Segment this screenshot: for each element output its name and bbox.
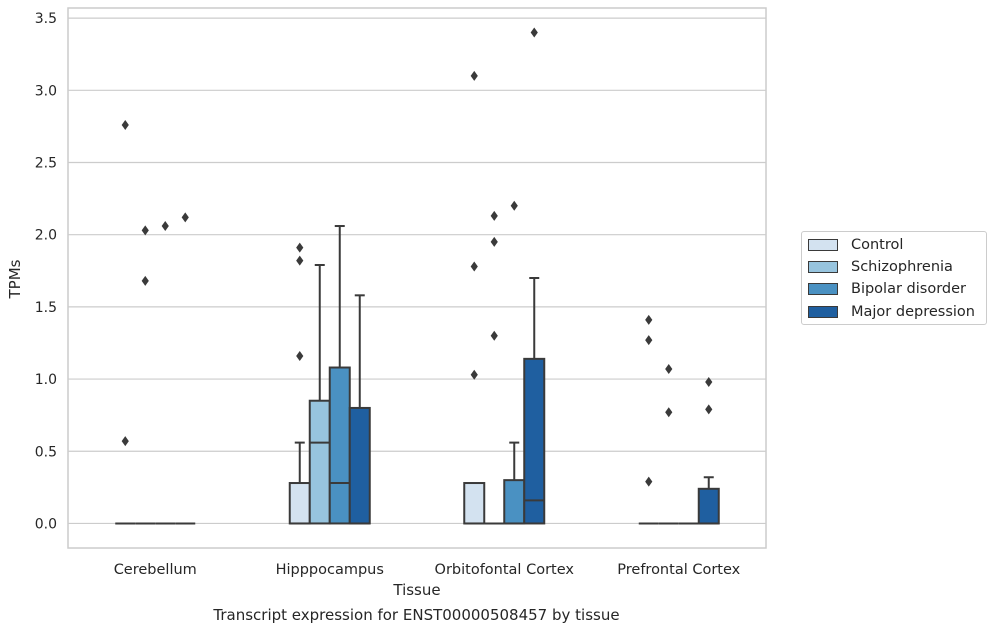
- y-axis-label: TPMs: [6, 259, 24, 299]
- box-control-prefrontal-cortex: [638, 314, 659, 525]
- y-tick-label: 2.5: [35, 155, 57, 171]
- box-body: [697, 487, 720, 525]
- box-control-hipppocampus: [288, 242, 311, 525]
- box-control-cerebellum: [115, 119, 136, 525]
- x-axis-label: Tissue: [392, 581, 440, 599]
- outlier-point: [645, 314, 653, 325]
- box-body: [328, 366, 351, 525]
- box-body: [348, 406, 371, 525]
- legend-swatch-major-depression: [808, 306, 838, 318]
- y-tick-label: 1.0: [35, 372, 57, 388]
- legend: Control Schizophrenia Bipolar disorder M…: [801, 231, 987, 325]
- outlier-point: [490, 330, 498, 341]
- x-tick-label: Hipppocampus: [276, 562, 384, 578]
- box-body: [463, 482, 486, 525]
- outlier-point: [296, 242, 304, 253]
- legend-item-schizophrenia: Schizophrenia: [808, 257, 953, 277]
- outlier-point: [470, 261, 478, 272]
- y-tick-label: 3.0: [35, 83, 57, 99]
- outlier-point: [705, 376, 713, 387]
- axes: 0.0 0.5 1.0 1.5 2.0 2.5 3.0 3.5 Cerebellum Hipppo…: [35, 7, 767, 578]
- outlier-point: [665, 363, 673, 374]
- y-tick-label: 1.5: [35, 300, 57, 316]
- x-tick-label: Orbitofontal Cortex: [435, 562, 575, 578]
- outlier-point: [490, 236, 498, 247]
- outlier-point: [645, 335, 653, 346]
- boxplot-series: [115, 27, 720, 525]
- box-major-depression-cerebellum: [175, 212, 196, 525]
- legend-item-bipolar-disorder: Bipolar disorder: [808, 279, 966, 299]
- outlier-point: [470, 70, 478, 81]
- legend-label-bipolar-disorder: Bipolar disorder: [851, 281, 966, 297]
- outlier-point: [296, 255, 304, 266]
- outlier-point: [490, 210, 498, 221]
- box-body: [523, 357, 546, 525]
- box-major-depression-hipppocampus: [348, 294, 371, 525]
- outlier-point: [141, 225, 149, 236]
- box-control-orbitofontal-cortex: [463, 70, 486, 525]
- box-bipolar-disorder-cerebellum: [155, 221, 176, 525]
- legend-item-major-depression: Major depression: [808, 302, 975, 322]
- legend-item-control: Control: [808, 235, 903, 255]
- y-tick-label: 2.0: [35, 228, 57, 244]
- legend-label-control: Control: [851, 237, 904, 253]
- figure-caption: Transcript expression for ENST0000050845…: [213, 606, 620, 624]
- outlier-point: [296, 350, 304, 361]
- legend-swatch-control: [808, 239, 838, 251]
- y-tick-label: 0.0: [35, 516, 57, 532]
- plot-frame: [67, 7, 767, 549]
- box-bipolar-disorder-orbitofontal-cortex: [503, 200, 526, 525]
- x-tick-label: Prefrontal Cortex: [617, 562, 740, 578]
- gridlines: [68, 17, 766, 525]
- box-schizophrenia-prefrontal-cortex: [658, 363, 679, 525]
- box-body: [308, 399, 331, 525]
- box-schizophrenia-orbitofontal-cortex: [484, 210, 505, 525]
- outlier-point: [665, 407, 673, 418]
- box-body: [503, 479, 526, 525]
- box-body: [288, 482, 311, 525]
- outlier-point: [121, 119, 129, 130]
- legend-label-major-depression: Major depression: [851, 304, 975, 320]
- outlier-point: [530, 27, 538, 38]
- outlier-point: [705, 404, 713, 415]
- x-tick-label: Cerebellum: [114, 562, 197, 578]
- outlier-point: [470, 369, 478, 380]
- y-tick-label: 3.5: [35, 11, 57, 27]
- outlier-point: [510, 200, 518, 211]
- outlier-point: [141, 275, 149, 286]
- outlier-point: [181, 212, 189, 223]
- outlier-point: [645, 476, 653, 487]
- box-major-depression-orbitofontal-cortex: [523, 27, 546, 525]
- legend-swatch-schizophrenia: [808, 261, 838, 273]
- outlier-point: [161, 221, 169, 232]
- legend-swatch-bipolar-disorder: [808, 283, 838, 295]
- box-schizophrenia-cerebellum: [135, 225, 156, 525]
- legend-label-schizophrenia: Schizophrenia: [851, 259, 953, 275]
- box-bipolar-disorder-hipppocampus: [328, 225, 351, 525]
- box-schizophrenia-hipppocampus: [308, 264, 331, 525]
- outlier-point: [121, 436, 129, 447]
- y-tick-label: 0.5: [35, 444, 57, 460]
- box-major-depression-prefrontal-cortex: [697, 376, 720, 525]
